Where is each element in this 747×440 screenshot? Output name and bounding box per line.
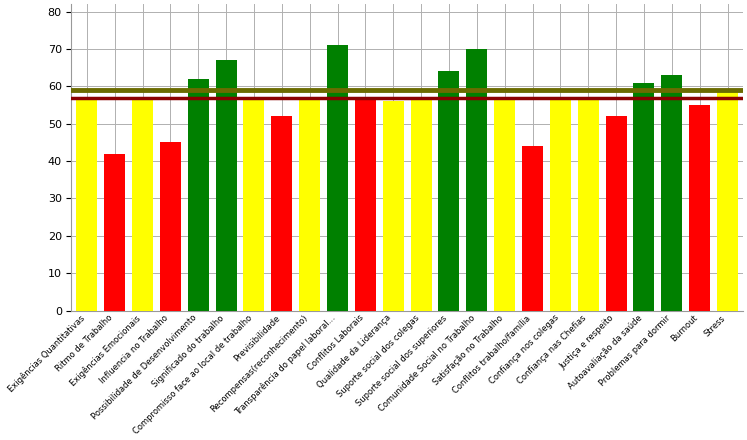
Bar (105, 154, 125, 311)
Bar (661, 75, 682, 311)
Bar (689, 105, 710, 311)
Bar (76, 98, 97, 311)
Bar (550, 98, 571, 311)
Bar (606, 116, 627, 311)
Bar (132, 98, 153, 311)
Bar (495, 98, 515, 311)
Bar (466, 49, 487, 311)
Bar (522, 146, 543, 311)
Bar (187, 79, 208, 311)
Bar (160, 143, 181, 311)
Bar (438, 71, 459, 311)
Bar (271, 116, 292, 311)
Bar (717, 90, 738, 311)
Bar (382, 101, 403, 311)
Bar (577, 98, 598, 311)
Bar (300, 98, 320, 311)
Bar (327, 45, 348, 311)
Bar (355, 98, 376, 311)
Bar (244, 98, 264, 311)
Bar (216, 60, 237, 311)
Bar (411, 98, 432, 311)
Bar (633, 83, 654, 311)
